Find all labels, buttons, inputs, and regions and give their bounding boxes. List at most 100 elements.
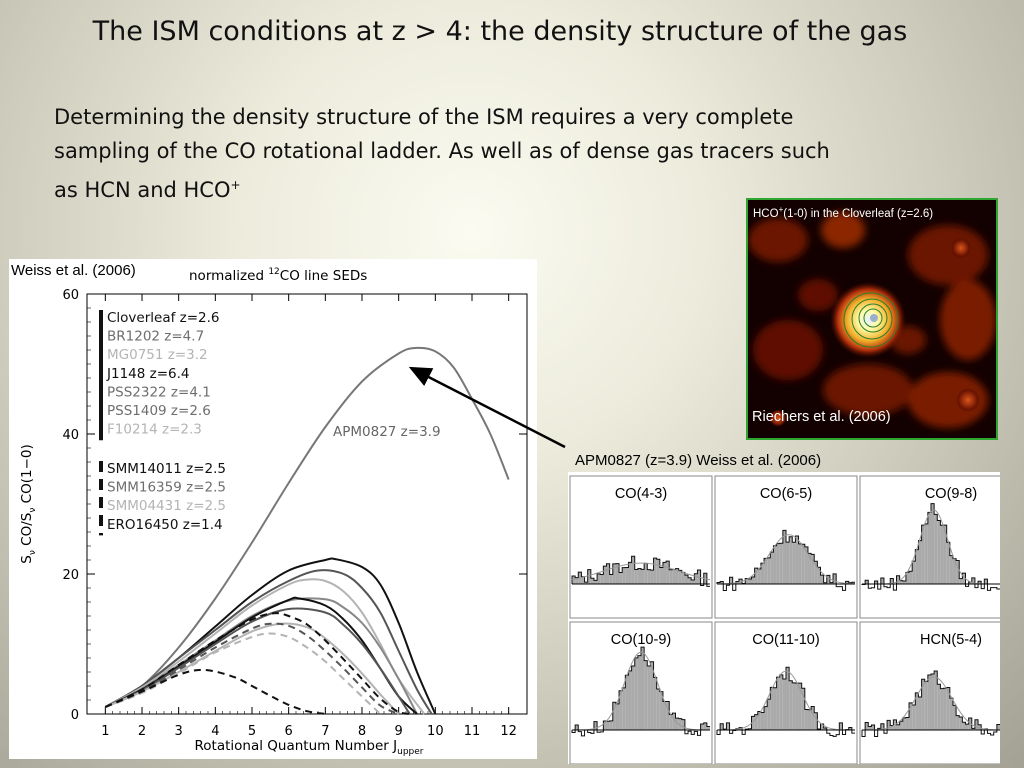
spectrum-bin: [593, 580, 598, 584]
hco-label-main: HCO: [753, 207, 779, 220]
spectrum-bin: [631, 556, 635, 584]
spectrum-bin: [776, 677, 780, 730]
plot-curves: [104, 346, 510, 715]
spectrum-bin: [717, 582, 721, 584]
spectrum-cell: CO(6-5): [714, 475, 858, 619]
sed-curve: [104, 569, 433, 715]
spectrum-bin: [675, 568, 679, 584]
spectrum-bin: [937, 684, 941, 730]
spectrum-bin: [666, 701, 670, 730]
sed-curve: [104, 622, 400, 715]
spectrum-bin: [764, 706, 768, 730]
spectrum-bin: [887, 720, 891, 730]
spectrum-bin: [659, 691, 663, 730]
spectrum-bin: [782, 678, 786, 730]
spectrum-bin: [820, 575, 824, 584]
spectrum-bin: [606, 563, 610, 584]
x-tick-label: 1: [101, 724, 109, 739]
spectrum-bin: [804, 546, 808, 584]
y-axis-label: Sν CO/Sν CO(1−0): [19, 444, 38, 563]
y-tick-label: 40: [62, 428, 79, 443]
spectrum-bin: [823, 582, 827, 584]
spectrum-label: CO(10-9): [611, 632, 671, 648]
hco-label-rest: (1-0) in the Cloverleaf (z=2.6): [783, 207, 934, 220]
spectrum-label: CO(6-5): [760, 486, 812, 502]
x-tick-label: 4: [211, 724, 219, 739]
spectrum-bin: [978, 724, 982, 730]
spectrum-bin: [615, 563, 620, 584]
paragraph-line: sampling of the CO rotational ladder. As…: [54, 139, 830, 163]
spectrum-bin: [669, 714, 673, 730]
sed-curve: [104, 597, 418, 715]
spectrum-bin: [909, 571, 913, 584]
sed-curve: [104, 612, 414, 715]
spectrum-bin: [773, 687, 777, 730]
spectrum-fit: [716, 534, 856, 585]
spectrum-bin: [653, 677, 657, 730]
legend-entry: ERO16450 z=1.4: [107, 517, 223, 533]
spectrum-bin: [641, 647, 645, 730]
x-tick-label: 6: [285, 724, 293, 739]
spectrum-bin: [757, 568, 761, 584]
x-axis-label: Rotational Quantum Number Jupper: [195, 738, 424, 757]
spectrum-bin: [593, 721, 598, 730]
spectra-caption: APM0827 (z=3.9) Weiss et al. (2006): [575, 452, 822, 469]
spectrum-bin: [656, 559, 660, 584]
co-sed-chart: Cloverleaf z=2.6 BR1202 z=4.7 MG0751 z=3.2…: [19, 267, 528, 757]
apm0827-curve: [104, 346, 510, 708]
spectrum-bin: [688, 577, 692, 584]
slide-paragraph: Determining the density structure of the…: [54, 100, 914, 207]
legend-entry: Cloverleaf z=2.6: [107, 310, 220, 326]
spectrum-bin: [644, 563, 648, 584]
spectrum-bin: [946, 542, 950, 584]
spectrum-bin: [880, 723, 884, 730]
spectrum-bin: [962, 573, 966, 584]
spectrum-bin: [656, 689, 660, 730]
x-tick-label: 3: [175, 724, 183, 739]
co-sed-figure: Cloverleaf z=2.6 BR1202 z=4.7 MG0751 z=3.2…: [9, 259, 537, 759]
spectrum-bin: [625, 675, 629, 730]
spectrum-bin: [672, 713, 676, 730]
spectrum-bin: [597, 573, 601, 584]
spectrum-bin: [789, 536, 793, 584]
plot-title-text: normalized: [189, 268, 268, 284]
spectrum-bin: [811, 554, 815, 584]
spectrum-bin: [795, 683, 799, 730]
spectrum-bin: [909, 702, 913, 730]
spectrum-frame: [569, 475, 713, 619]
spectrum-bin: [770, 687, 774, 730]
plot-legend: Cloverleaf z=2.6 BR1202 z=4.7 MG0751 z=3.2…: [99, 310, 226, 536]
spectrum-bin: [691, 579, 695, 584]
spectrum-bin: [751, 716, 755, 730]
spectrum-bin: [575, 577, 579, 584]
spectrum-bin: [779, 543, 783, 584]
plot-title-sup: 12: [268, 267, 279, 277]
spectrum-cell: CO(10-9): [569, 621, 713, 764]
sed-curve: [104, 578, 426, 715]
spectrum-bin: [814, 712, 818, 730]
spectrum-bin: [720, 581, 724, 584]
y-axis-label-sub: ν: [28, 550, 38, 555]
spectrum-bin: [943, 525, 947, 584]
spectrum-fit: [571, 651, 711, 731]
spectrum-bin: [789, 680, 793, 730]
spectrum-cell: HCN(5-4): [859, 621, 1000, 764]
spectrum-bin: [748, 728, 752, 730]
spectrum-bin: [662, 562, 667, 584]
spectrum-bin: [931, 674, 935, 730]
spectrum-bin: [625, 567, 629, 584]
spectrum-bin: [905, 572, 910, 584]
spectrum-bin: [590, 578, 594, 584]
spectrum-bin: [792, 682, 796, 730]
spectrum-bin: [700, 723, 704, 730]
spectrum-bin: [978, 581, 982, 584]
spectrum-bin: [971, 728, 975, 730]
spectrum-bin: [890, 578, 894, 584]
spectrum-bin: [829, 582, 834, 584]
spectrum-bin: [974, 719, 979, 730]
spectrum-bin: [971, 577, 975, 584]
spectrum-bin: [684, 575, 689, 584]
spectrum-bin: [615, 703, 620, 730]
spectrum-bin: [754, 568, 758, 584]
